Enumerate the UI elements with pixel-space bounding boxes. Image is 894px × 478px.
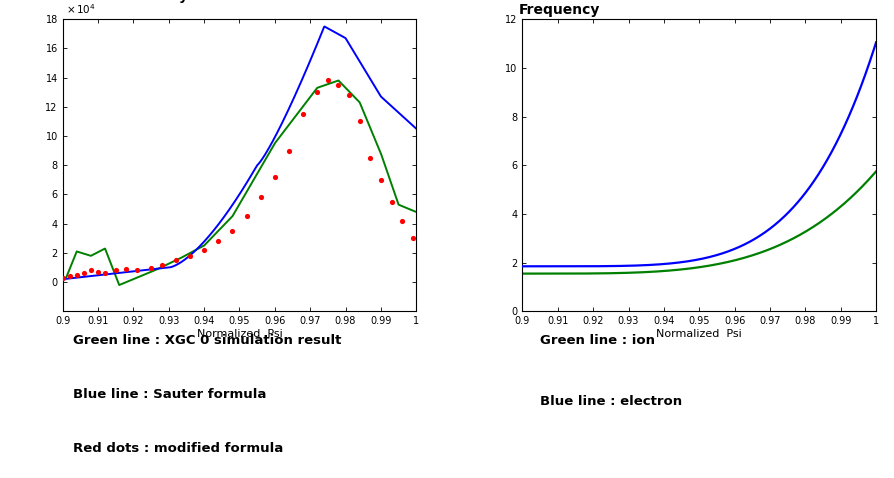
Point: [352, 118, 367, 125]
Point: [225, 227, 240, 235]
Point: [267, 173, 282, 181]
Point: [169, 256, 183, 264]
Point: [55, 274, 70, 282]
Point: [130, 267, 144, 274]
Point: [77, 270, 91, 277]
X-axis label: Normalized  Psi: Normalized Psi: [656, 329, 742, 339]
Point: [363, 154, 377, 162]
Point: [63, 272, 77, 280]
Point: [282, 147, 296, 154]
Point: [119, 265, 133, 273]
Point: [240, 213, 254, 220]
Point: [91, 268, 105, 276]
Text: Effective Collision
Frequency: Effective Collision Frequency: [519, 0, 659, 17]
Point: [332, 81, 346, 89]
Point: [197, 246, 211, 254]
Point: [395, 217, 409, 225]
Point: [254, 194, 268, 201]
Point: [342, 91, 356, 99]
Point: [108, 267, 122, 274]
Point: [296, 110, 310, 118]
Point: [321, 76, 335, 84]
Point: [310, 88, 325, 96]
Text: Blue line : electron: Blue line : electron: [540, 395, 682, 408]
Point: [211, 238, 225, 245]
Point: [144, 264, 158, 272]
Text: Blue line : Sauter formula: Blue line : Sauter formula: [73, 388, 266, 401]
Text: Green line : ion: Green line : ion: [540, 334, 655, 347]
Text: Current  Density: Current Density: [59, 0, 188, 3]
Text: $\times\,10^4$: $\times\,10^4$: [66, 2, 96, 16]
Point: [374, 176, 388, 184]
Point: [384, 198, 399, 206]
Point: [182, 252, 197, 260]
Point: [84, 267, 98, 274]
X-axis label: Normalized  Psi: Normalized Psi: [197, 329, 283, 339]
Text: Red dots : modified formula: Red dots : modified formula: [73, 442, 283, 455]
Point: [155, 261, 169, 269]
Point: [406, 235, 420, 242]
Text: Green line : XGC 0 simulation result: Green line : XGC 0 simulation result: [73, 334, 342, 347]
Point: [97, 270, 112, 277]
Point: [70, 271, 84, 279]
